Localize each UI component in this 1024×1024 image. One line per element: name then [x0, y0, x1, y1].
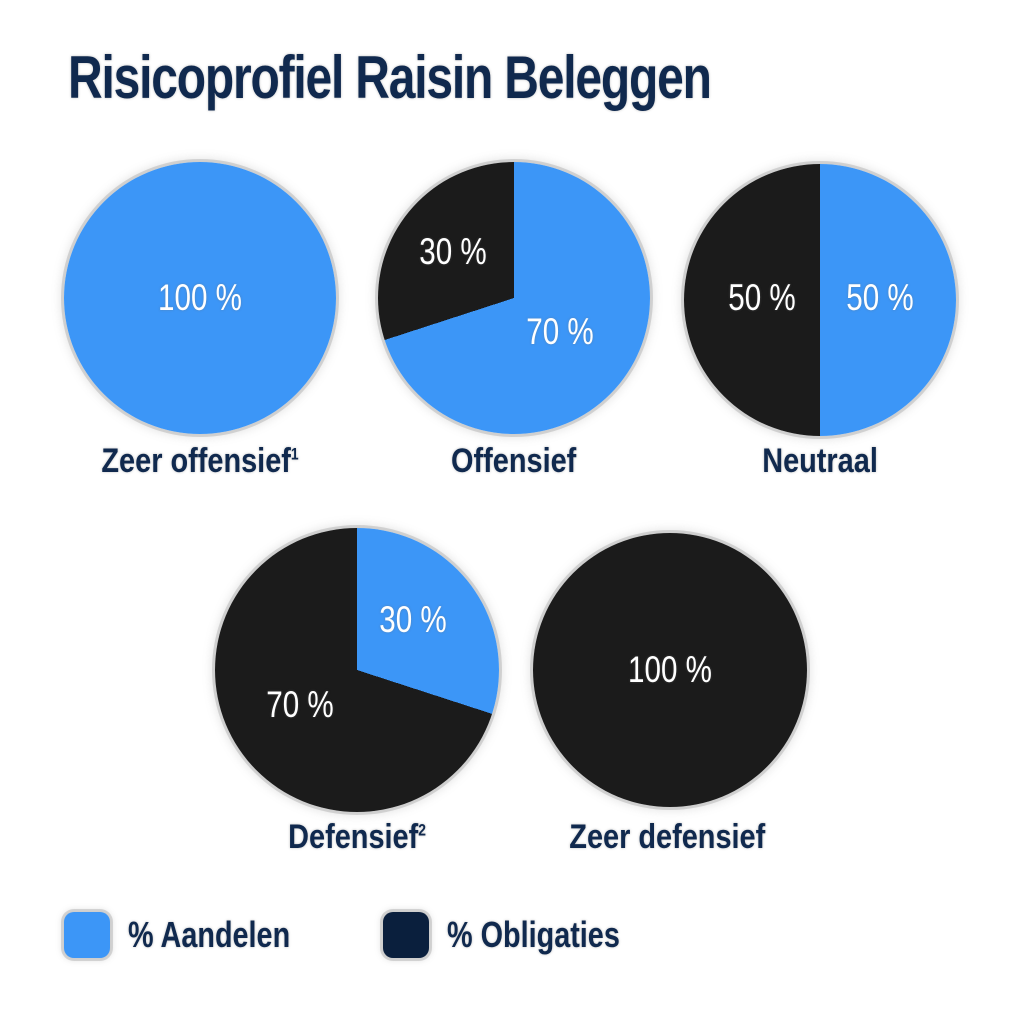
- legend-item-obligaties: % Obligaties: [383, 910, 663, 960]
- pie-slice-value: 70 %: [266, 684, 334, 725]
- pie-slice-value: 30 %: [379, 599, 447, 640]
- aandelen-color-swatch: [64, 912, 110, 958]
- pie-slice-value: 100 %: [628, 649, 712, 690]
- page-title: Risicoprofiel Raisin Beleggen: [68, 44, 712, 111]
- pie-title-defensief: Defensief2: [215, 820, 499, 854]
- footnote-marker: 2: [418, 821, 426, 840]
- pie-slice-value: 30 %: [419, 231, 487, 272]
- obligaties-color-swatch: [383, 912, 429, 958]
- footnote-marker: 1: [290, 445, 299, 464]
- pie-slice-value: 70 %: [526, 311, 594, 352]
- pie-title-text: Zeer defensief: [569, 818, 765, 856]
- legend-item-aandelen: % Aandelen: [64, 910, 331, 960]
- pie-title-text: Zeer offensief: [101, 442, 291, 480]
- legend-label-aandelen: % Aandelen: [128, 914, 291, 955]
- pie-slice-value: 100 %: [158, 277, 242, 318]
- pie-title-neutraal: Neutraal: [684, 444, 956, 478]
- pie-title-zeer-defensief: Zeer defensief: [530, 820, 804, 854]
- pie-neutraal: 50 % 50 %: [684, 164, 956, 436]
- pie-title-text: Defensief: [288, 818, 419, 856]
- legend-label-obligaties: % Obligaties: [447, 914, 620, 955]
- pie-title-offensief: Offensief: [378, 444, 650, 478]
- pie-title-zeer-offensief: Zeer offensief1: [64, 444, 336, 478]
- pie-slice-value: 50 %: [728, 277, 796, 318]
- pie-defensief: 30 % 70 %: [215, 528, 499, 812]
- pie-offensief: 70 % 30 %: [378, 162, 650, 434]
- pie-title-text: Neutraal: [762, 442, 878, 480]
- pie-zeer-defensief: 100 %: [533, 533, 807, 807]
- pie-slice-value: 50 %: [846, 277, 914, 318]
- pie-zeer-offensief: 100 %: [64, 162, 336, 434]
- pie-title-text: Offensief: [451, 442, 577, 480]
